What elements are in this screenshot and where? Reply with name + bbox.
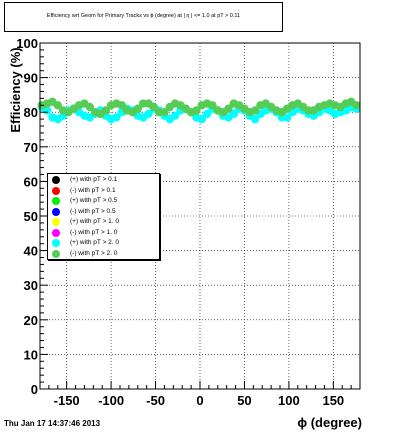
data-point xyxy=(85,102,94,112)
legend-item: (-) with pT > 0.5 xyxy=(48,207,159,217)
x-tick-label: -100 xyxy=(98,393,124,408)
legend: (+) with pT > 0.1 (-) with pT > 0.1 (+) wi… xyxy=(47,173,160,260)
title-box: Efficiency wrt Geom for Primary Tracks v… xyxy=(4,2,283,32)
data-point xyxy=(224,104,233,113)
data-point xyxy=(282,113,292,122)
legend-marker xyxy=(52,186,60,195)
data-point xyxy=(144,109,153,119)
data-point xyxy=(352,101,361,110)
x-tick-label: 0 xyxy=(196,393,203,408)
legend-item: (+) with pT > 2. 0 xyxy=(48,238,159,248)
data-point xyxy=(149,102,158,112)
y-tick-label: 80 xyxy=(24,105,38,120)
legend-marker xyxy=(52,218,60,226)
legend-label: (+) with pT > 0.5 xyxy=(70,197,118,204)
y-tick-label: 70 xyxy=(24,140,38,155)
y-tick-label: 40 xyxy=(24,244,38,259)
legend-label: (-) with pT > 1. 0 xyxy=(70,228,118,236)
data-point xyxy=(197,114,206,124)
x-tick-label: 100 xyxy=(278,393,300,408)
y-tick-label: 0 xyxy=(31,382,38,397)
legend-marker xyxy=(52,176,60,184)
x-tick-label: -150 xyxy=(54,393,80,408)
data-point xyxy=(192,106,201,115)
y-tick-label: 90 xyxy=(24,71,38,86)
legend-item: (-) with pT > 0.1 xyxy=(48,186,159,196)
legend-item: (+) with pT > 0.1 xyxy=(48,175,159,185)
y-tick-label: 30 xyxy=(24,278,38,293)
legend-marker xyxy=(52,228,60,237)
y-tick-label: 60 xyxy=(24,174,38,189)
data-point xyxy=(133,104,142,113)
legend-label: (+) with pT > 1. 0 xyxy=(70,218,120,225)
y-tick-label: 20 xyxy=(24,313,38,328)
data-point xyxy=(160,108,169,117)
legend-marker xyxy=(52,239,60,247)
y-axis-label: Efficiency (%) xyxy=(8,47,23,132)
legend-label: (-) with pT > 2. 0 xyxy=(70,249,118,257)
axes-layer: -150 -100 -50 0 50 100 150 0 10 20 30 40 50 60 70 80 90 1… xyxy=(16,36,361,408)
points-layer xyxy=(37,97,361,124)
chart-title: Efficiency wrt Geom for Primary Tracks v… xyxy=(46,13,241,19)
legend-marker xyxy=(52,249,60,258)
y-tick-label: 10 xyxy=(24,347,38,362)
data-point xyxy=(112,113,121,122)
legend-item: (-) with pT > 1. 0 xyxy=(48,228,159,238)
data-point xyxy=(208,101,217,110)
data-point xyxy=(170,111,180,120)
data-point xyxy=(202,109,212,119)
legend-marker xyxy=(52,197,60,205)
legend-item: (+) with pT > 0.5 xyxy=(48,196,159,206)
data-point xyxy=(229,109,238,119)
y-tick-label: 100 xyxy=(16,36,38,51)
x-axis-label: ϕ (degree) xyxy=(297,415,362,430)
y-tick-label: 50 xyxy=(24,209,38,224)
x-tick-label: 150 xyxy=(322,393,344,408)
legend-label: (+) with pT > 2. 0 xyxy=(70,239,120,246)
x-tick-label: -50 xyxy=(146,393,165,408)
data-point xyxy=(117,101,126,110)
legend-label: (-) with pT > 0.5 xyxy=(70,207,116,215)
legend-item: (+) with pT > 1. 0 xyxy=(48,217,159,227)
data-point xyxy=(250,106,260,115)
legend-label: (-) with pT > 0.1 xyxy=(70,186,116,194)
data-point xyxy=(250,114,260,124)
legend-label: (+) with pT > 0.1 xyxy=(70,176,118,183)
footer-timestamp: Thu Jan 17 14:37:46 2013 xyxy=(4,419,101,428)
x-tick-label: 50 xyxy=(237,393,251,408)
legend-marker xyxy=(52,207,60,216)
data-point xyxy=(101,106,110,115)
data-point xyxy=(53,101,62,110)
legend-item: (-) with pT > 2. 0 xyxy=(48,249,159,259)
